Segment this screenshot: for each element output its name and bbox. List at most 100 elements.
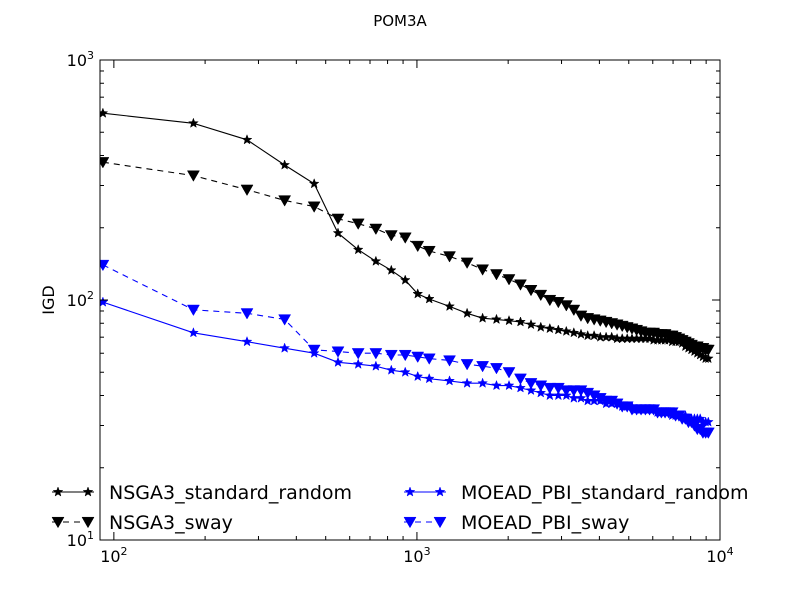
legend-item-NSGA3_sway: NSGA3_sway (51, 512, 233, 534)
legend-marker (82, 486, 94, 497)
plot-area-frame (99, 59, 721, 541)
data-point-MOEAD_PBI_sway (411, 351, 425, 363)
data-point-NSGA3_sway (701, 344, 715, 357)
data-point-NSGA3_sway (567, 304, 581, 317)
data-point-MOEAD_PBI_standard_random (241, 335, 253, 347)
data-point-NSGA3_standard_random (544, 322, 556, 334)
legend-marker (404, 486, 416, 497)
data-point-MOEAD_PBI_sway (422, 353, 436, 365)
data-point-NSGA3_standard_random (560, 325, 572, 336)
data-point-NSGA3_standard_random (588, 329, 600, 341)
legend-item-NSGA3_standard_random: NSGA3_standard_random (52, 482, 352, 504)
data-point-NSGA3_sway (100, 157, 110, 169)
data-point-MOEAD_PBI_sway (460, 359, 474, 371)
legend-marker (403, 516, 417, 529)
y-tick-label: 103 (67, 49, 94, 70)
data-point-NSGA3_standard_random (399, 274, 411, 285)
y-tick-label: 102 (67, 289, 94, 310)
data-point-MOEAD_PBI_standard_random (385, 364, 397, 375)
data-point-MOEAD_PBI_standard_random (352, 358, 364, 369)
data-point-NSGA3_sway (502, 274, 516, 286)
data-point-NSGA3_sway (186, 170, 200, 182)
legend-marker (434, 486, 446, 497)
data-point-NSGA3_standard_random (385, 264, 397, 275)
data-point-NSGA3_standard_random (568, 327, 580, 338)
data-point-NSGA3_standard_random (423, 293, 435, 304)
data-point-NSGA3_standard_random (575, 328, 587, 339)
data-point-MOEAD_PBI_standard_random (525, 384, 537, 396)
series-MOEAD_PBI_sway (100, 259, 715, 439)
data-point-NSGA3_standard_random (332, 227, 344, 238)
data-point-NSGA3_sway (490, 269, 503, 281)
legend-label: NSGA3_sway (109, 512, 233, 534)
series-layer (100, 107, 715, 439)
legend-label: MOEAD_PBI_standard_random (461, 482, 749, 504)
data-point-MOEAD_PBI_sway (524, 378, 538, 390)
data-point-NSGA3_standard_random (525, 318, 537, 330)
legend-marker (52, 486, 64, 497)
data-point-NSGA3_standard_random (697, 351, 709, 362)
chart-title: POM3A (373, 12, 427, 30)
x-tick-label: 103 (403, 545, 430, 566)
data-point-MOEAD_PBI_standard_random (188, 327, 199, 338)
legend-marker (433, 516, 447, 529)
data-point-NSGA3_sway (384, 230, 398, 242)
data-point-NSGA3_sway (398, 232, 412, 244)
data-point-NSGA3_sway (240, 184, 254, 196)
data-point-NSGA3_standard_random (412, 288, 424, 299)
x-tick-label: 102 (100, 545, 127, 566)
data-point-NSGA3_sway (460, 257, 474, 269)
data-point-MOEAD_PBI_sway (351, 348, 365, 360)
data-point-NSGA3_sway (307, 201, 321, 213)
ticks-layer: 102 103 104 101 102 103 (67, 49, 734, 566)
data-point-MOEAD_PBI_standard_random (461, 377, 473, 388)
data-point-MOEAD_PBI_sway (443, 355, 456, 367)
data-point-MOEAD_PBI_sway (701, 427, 715, 439)
data-point-MOEAD_PBI_sway (502, 367, 516, 379)
data-point-MOEAD_PBI_sway (543, 382, 557, 395)
data-point-NSGA3_sway (411, 240, 425, 253)
data-point-MOEAD_PBI_standard_random (370, 360, 382, 371)
data-point-NSGA3_sway (369, 223, 383, 236)
data-point-NSGA3_standard_random (515, 316, 526, 327)
data-point-MOEAD_PBI_sway (514, 373, 527, 385)
data-point-NSGA3_sway (422, 245, 436, 258)
data-point-MOEAD_PBI_standard_random (423, 372, 435, 384)
data-point-NSGA3_sway (514, 279, 527, 291)
legend-item-MOEAD_PBI_standard_random: MOEAD_PBI_standard_random (404, 482, 749, 504)
data-point-NSGA3_standard_random (241, 134, 253, 145)
data-point-MOEAD_PBI_sway (384, 349, 398, 362)
data-point-NSGA3_standard_random (702, 352, 714, 364)
data-point-MOEAD_PBI_standard_random (491, 379, 502, 391)
legend-label: NSGA3_standard_random (109, 482, 352, 504)
data-point-MOEAD_PBI_sway (331, 346, 345, 358)
data-point-NSGA3_sway (524, 285, 538, 297)
data-point-NSGA3_standard_random (491, 313, 502, 325)
data-point-MOEAD_PBI_standard_random (332, 356, 344, 367)
y-axis-label: IGD (39, 285, 58, 314)
data-point-MOEAD_PBI_sway (186, 304, 200, 317)
legend-label: MOEAD_PBI_sway (461, 512, 629, 534)
legend-item-MOEAD_PBI_sway: MOEAD_PBI_sway (403, 512, 629, 534)
data-point-NSGA3_sway (443, 251, 456, 263)
data-point-NSGA3_sway (331, 213, 345, 225)
x-tick-label: 104 (706, 545, 733, 566)
data-point-MOEAD_PBI_standard_random (575, 392, 587, 403)
legend: NSGA3_standard_random NSGA3_sway MOEAD_PBI… (51, 482, 749, 534)
data-point-MOEAD_PBI_standard_random (444, 375, 455, 386)
data-point-NSGA3_standard_random (188, 117, 199, 128)
data-point-MOEAD_PBI_sway (100, 259, 110, 272)
data-point-MOEAD_PBI_standard_random (503, 379, 515, 391)
data-point-NSGA3_standard_random (477, 312, 489, 323)
data-point-MOEAD_PBI_sway (278, 314, 292, 326)
data-point-MOEAD_PBI_sway (476, 361, 490, 373)
data-point-NSGA3_standard_random (461, 307, 473, 318)
legend-marker (51, 516, 65, 529)
data-point-NSGA3_standard_random (370, 255, 382, 266)
data-point-NSGA3_standard_random (606, 331, 618, 342)
data-point-MOEAD_PBI_standard_random (412, 370, 424, 382)
data-point-NSGA3_standard_random (503, 314, 515, 326)
data-point-NSGA3_sway (476, 264, 490, 276)
data-point-MOEAD_PBI_standard_random (100, 296, 109, 307)
